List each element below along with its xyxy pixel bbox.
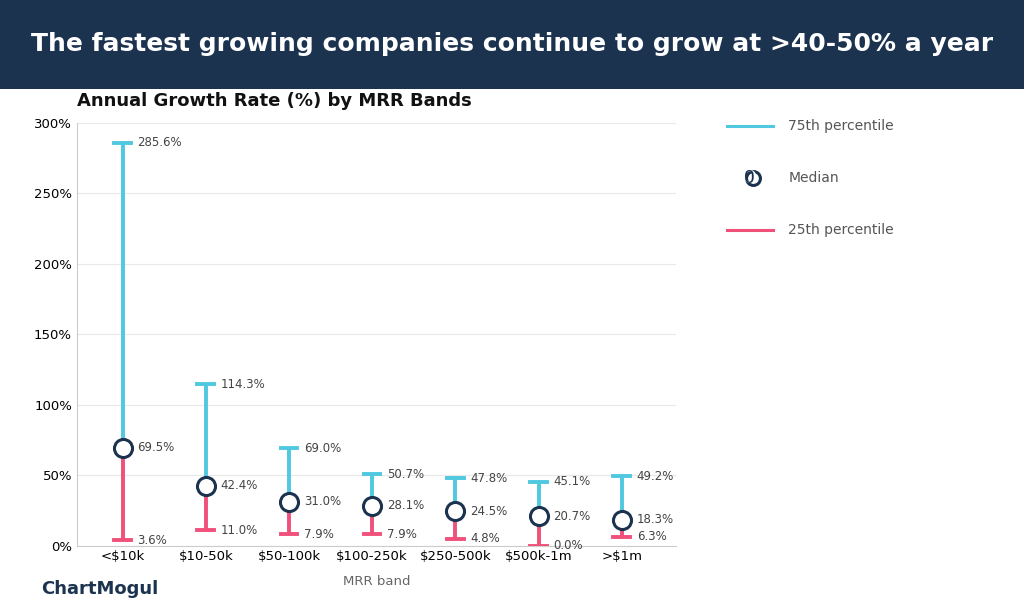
Text: 6.3%: 6.3% [637, 530, 667, 543]
Text: 69.5%: 69.5% [137, 441, 175, 454]
Text: Annual Growth Rate (%) by MRR Bands: Annual Growth Rate (%) by MRR Bands [77, 92, 471, 110]
Text: ChartMogul: ChartMogul [41, 580, 159, 598]
Text: 4.8%: 4.8% [470, 532, 500, 546]
Text: 114.3%: 114.3% [221, 378, 265, 391]
Text: 18.3%: 18.3% [637, 513, 674, 527]
Text: 47.8%: 47.8% [470, 471, 508, 485]
Text: 42.4%: 42.4% [221, 479, 258, 492]
Text: 75th percentile: 75th percentile [788, 119, 894, 132]
Text: 45.1%: 45.1% [554, 476, 591, 489]
Text: 50.7%: 50.7% [387, 468, 424, 481]
Text: 0.0%: 0.0% [554, 539, 583, 552]
Text: The fastest growing companies continue to grow at >40-50% a year: The fastest growing companies continue t… [31, 32, 993, 56]
Text: 20.7%: 20.7% [554, 510, 591, 523]
Text: Median: Median [788, 171, 839, 185]
Text: 24.5%: 24.5% [470, 504, 508, 517]
Text: 7.9%: 7.9% [387, 528, 417, 541]
Text: 3.6%: 3.6% [137, 534, 167, 547]
Text: 49.2%: 49.2% [637, 470, 674, 482]
Text: 7.9%: 7.9% [304, 528, 334, 541]
Text: 69.0%: 69.0% [304, 442, 341, 455]
Text: 25th percentile: 25th percentile [788, 223, 894, 237]
Text: 31.0%: 31.0% [304, 495, 341, 508]
Text: 11.0%: 11.0% [221, 524, 258, 536]
X-axis label: MRR band: MRR band [343, 574, 410, 587]
Text: 285.6%: 285.6% [137, 137, 182, 150]
Text: O: O [742, 169, 757, 187]
Text: 28.1%: 28.1% [387, 500, 424, 512]
Text: O: O [744, 169, 755, 187]
